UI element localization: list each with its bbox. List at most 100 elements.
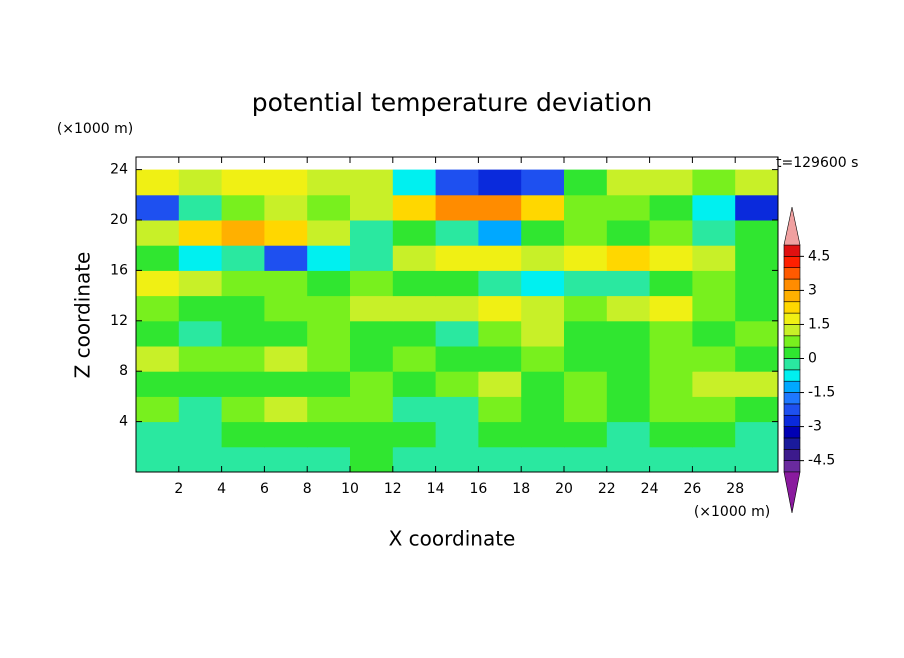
cell	[649, 371, 693, 397]
cell	[649, 346, 693, 372]
cell	[264, 320, 308, 347]
cell	[564, 245, 608, 271]
y-tick-label: 16	[110, 262, 128, 278]
cell	[478, 371, 522, 397]
cell	[264, 295, 308, 322]
cell	[564, 421, 608, 448]
cell	[478, 194, 522, 221]
colorbar-box	[783, 301, 801, 314]
colorbar-tick-label: -4.5	[808, 453, 835, 469]
colorbar-box	[783, 358, 801, 371]
cell	[307, 396, 351, 423]
cell	[692, 295, 736, 322]
cell	[221, 194, 265, 221]
x-tick-label: 20	[555, 481, 573, 497]
cell	[435, 245, 479, 271]
x-tick-label: 10	[341, 481, 359, 497]
colorbar-box	[783, 346, 801, 359]
cell	[221, 295, 265, 322]
colorbar-box	[783, 414, 801, 427]
cell	[392, 371, 437, 397]
cell	[392, 346, 437, 372]
cell	[136, 270, 180, 297]
cell	[435, 421, 479, 448]
cell	[264, 245, 308, 271]
cell	[649, 295, 693, 322]
cell	[692, 346, 736, 372]
cell	[735, 446, 779, 473]
x-tick-label: 26	[683, 481, 701, 497]
colorbar-extend-high	[783, 206, 801, 246]
cell	[564, 194, 608, 221]
cell	[521, 270, 565, 297]
cell	[735, 270, 779, 297]
x-tick-label: 2	[174, 481, 183, 497]
cell	[307, 446, 351, 473]
colorbar-box	[783, 437, 801, 450]
cell	[350, 194, 394, 221]
cell	[692, 245, 736, 271]
cell	[350, 169, 394, 196]
cell	[136, 295, 180, 322]
colorbar-tick-label: -3	[808, 419, 822, 435]
cell	[136, 446, 180, 473]
y-tick-label: 24	[110, 162, 128, 178]
colorbar-box	[783, 290, 801, 303]
cell	[264, 194, 308, 221]
cell	[136, 245, 180, 271]
x-tick-label: 6	[260, 481, 269, 497]
cell	[649, 446, 693, 473]
cell	[649, 220, 693, 246]
colorbar-tick-label: 3	[808, 282, 817, 298]
cell	[221, 270, 265, 297]
cell	[350, 270, 394, 297]
cell	[692, 270, 736, 297]
cell	[178, 295, 223, 322]
cell	[307, 245, 351, 271]
y-tick-label: 20	[110, 212, 128, 228]
cell	[692, 194, 736, 221]
colorbar-box	[783, 324, 801, 337]
cell	[478, 295, 522, 322]
cell	[521, 421, 565, 448]
cell	[606, 169, 651, 196]
x-tick-label: 16	[469, 481, 487, 497]
cell	[649, 245, 693, 271]
cell	[307, 194, 351, 221]
cell	[178, 446, 223, 473]
cell	[392, 320, 437, 347]
cell	[136, 320, 180, 347]
cell	[735, 396, 779, 423]
cell	[478, 245, 522, 271]
colorbar-extend-low	[783, 471, 801, 514]
cell	[178, 346, 223, 372]
y-tick-label: 8	[119, 363, 128, 379]
cell	[521, 320, 565, 347]
colorbar-box	[783, 267, 801, 280]
cell	[692, 446, 736, 473]
cell	[350, 295, 394, 322]
cell	[606, 295, 651, 322]
cell	[564, 169, 608, 196]
cell	[136, 396, 180, 423]
cell	[392, 295, 437, 322]
colorbar-box	[783, 369, 801, 382]
x-tick-label: 18	[512, 481, 530, 497]
cell	[478, 169, 522, 196]
x-tick-label: 4	[217, 481, 226, 497]
cell	[264, 396, 308, 423]
cell	[307, 295, 351, 322]
cell	[478, 320, 522, 347]
cell	[649, 270, 693, 297]
colorbar-tick-label: 4.5	[808, 248, 830, 264]
cell	[649, 320, 693, 347]
x-axis-label: X coordinate	[389, 527, 516, 551]
cell	[606, 320, 651, 347]
cell	[735, 346, 779, 372]
colorbar-box	[783, 403, 801, 416]
cell	[692, 396, 736, 423]
cell	[178, 270, 223, 297]
cell	[392, 396, 437, 423]
